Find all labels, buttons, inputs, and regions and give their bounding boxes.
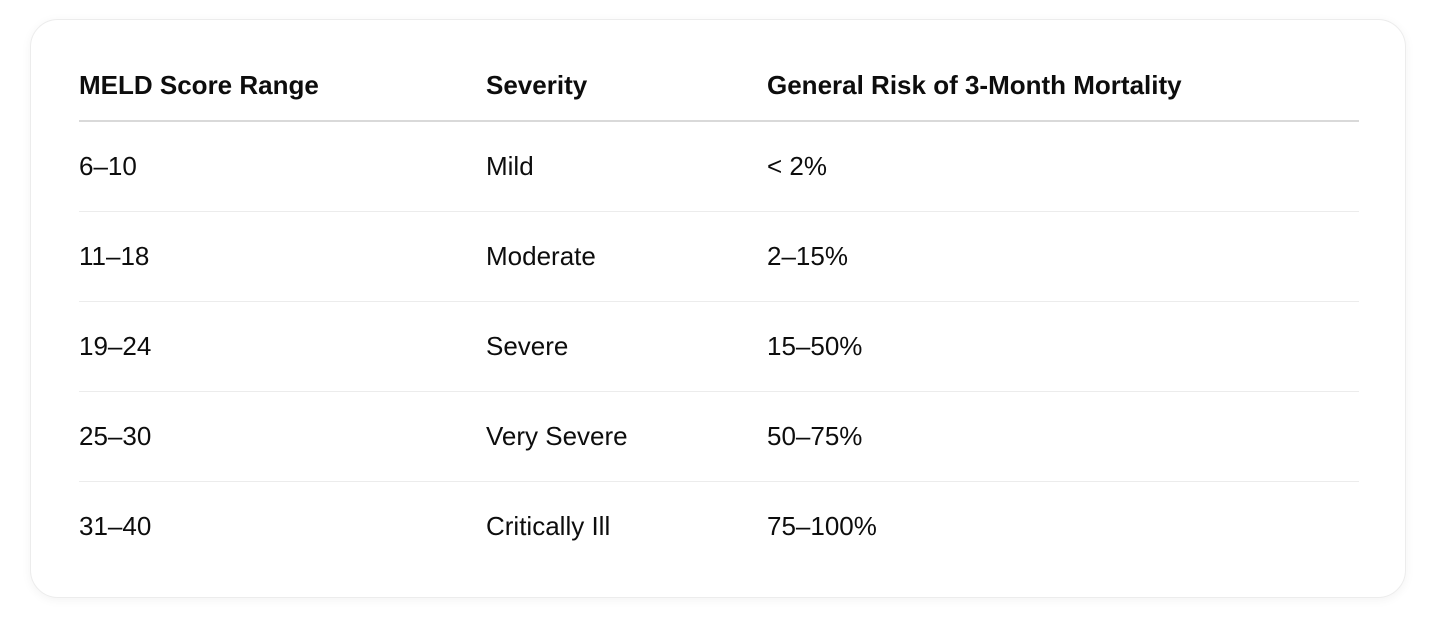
cell-score-range: 19–24 [79, 301, 486, 392]
header-meld-score-range: MELD Score Range [79, 51, 486, 122]
table-header-row: MELD Score Range Severity General Risk o… [79, 51, 1359, 122]
cell-mortality-risk: < 2% [767, 121, 1359, 212]
header-mortality-risk: General Risk of 3-Month Mortality [767, 51, 1359, 122]
cell-score-range: 6–10 [79, 121, 486, 212]
table-row: 19–24 Severe 15–50% [79, 301, 1359, 392]
table-row: 11–18 Moderate 2–15% [79, 211, 1359, 302]
cell-score-range: 25–30 [79, 391, 486, 482]
meld-score-table: MELD Score Range Severity General Risk o… [79, 51, 1359, 571]
cell-severity: Very Severe [486, 391, 767, 482]
cell-mortality-risk: 15–50% [767, 301, 1359, 392]
cell-severity: Critically Ill [486, 511, 611, 541]
table-row: 6–10 Mild < 2% [79, 121, 1359, 212]
cell-score-range: 11–18 [79, 211, 486, 302]
cell-mortality-risk: 75–100% [767, 511, 877, 541]
cell-mortality-risk: 2–15% [767, 211, 1359, 302]
table-row: 25–30 Very Severe 50–75% [79, 391, 1359, 482]
table-card: MELD Score Range Severity General Risk o… [30, 19, 1406, 598]
cell-mortality-risk: 50–75% [767, 391, 1359, 482]
cell-severity: Mild [486, 121, 767, 212]
table-row: 31–40 Critically Ill 75–100% [79, 482, 1359, 572]
cell-score-range: 31–40 [79, 511, 152, 541]
header-severity: Severity [486, 51, 767, 122]
cell-severity: Moderate [486, 211, 767, 302]
cell-severity: Severe [486, 301, 767, 392]
